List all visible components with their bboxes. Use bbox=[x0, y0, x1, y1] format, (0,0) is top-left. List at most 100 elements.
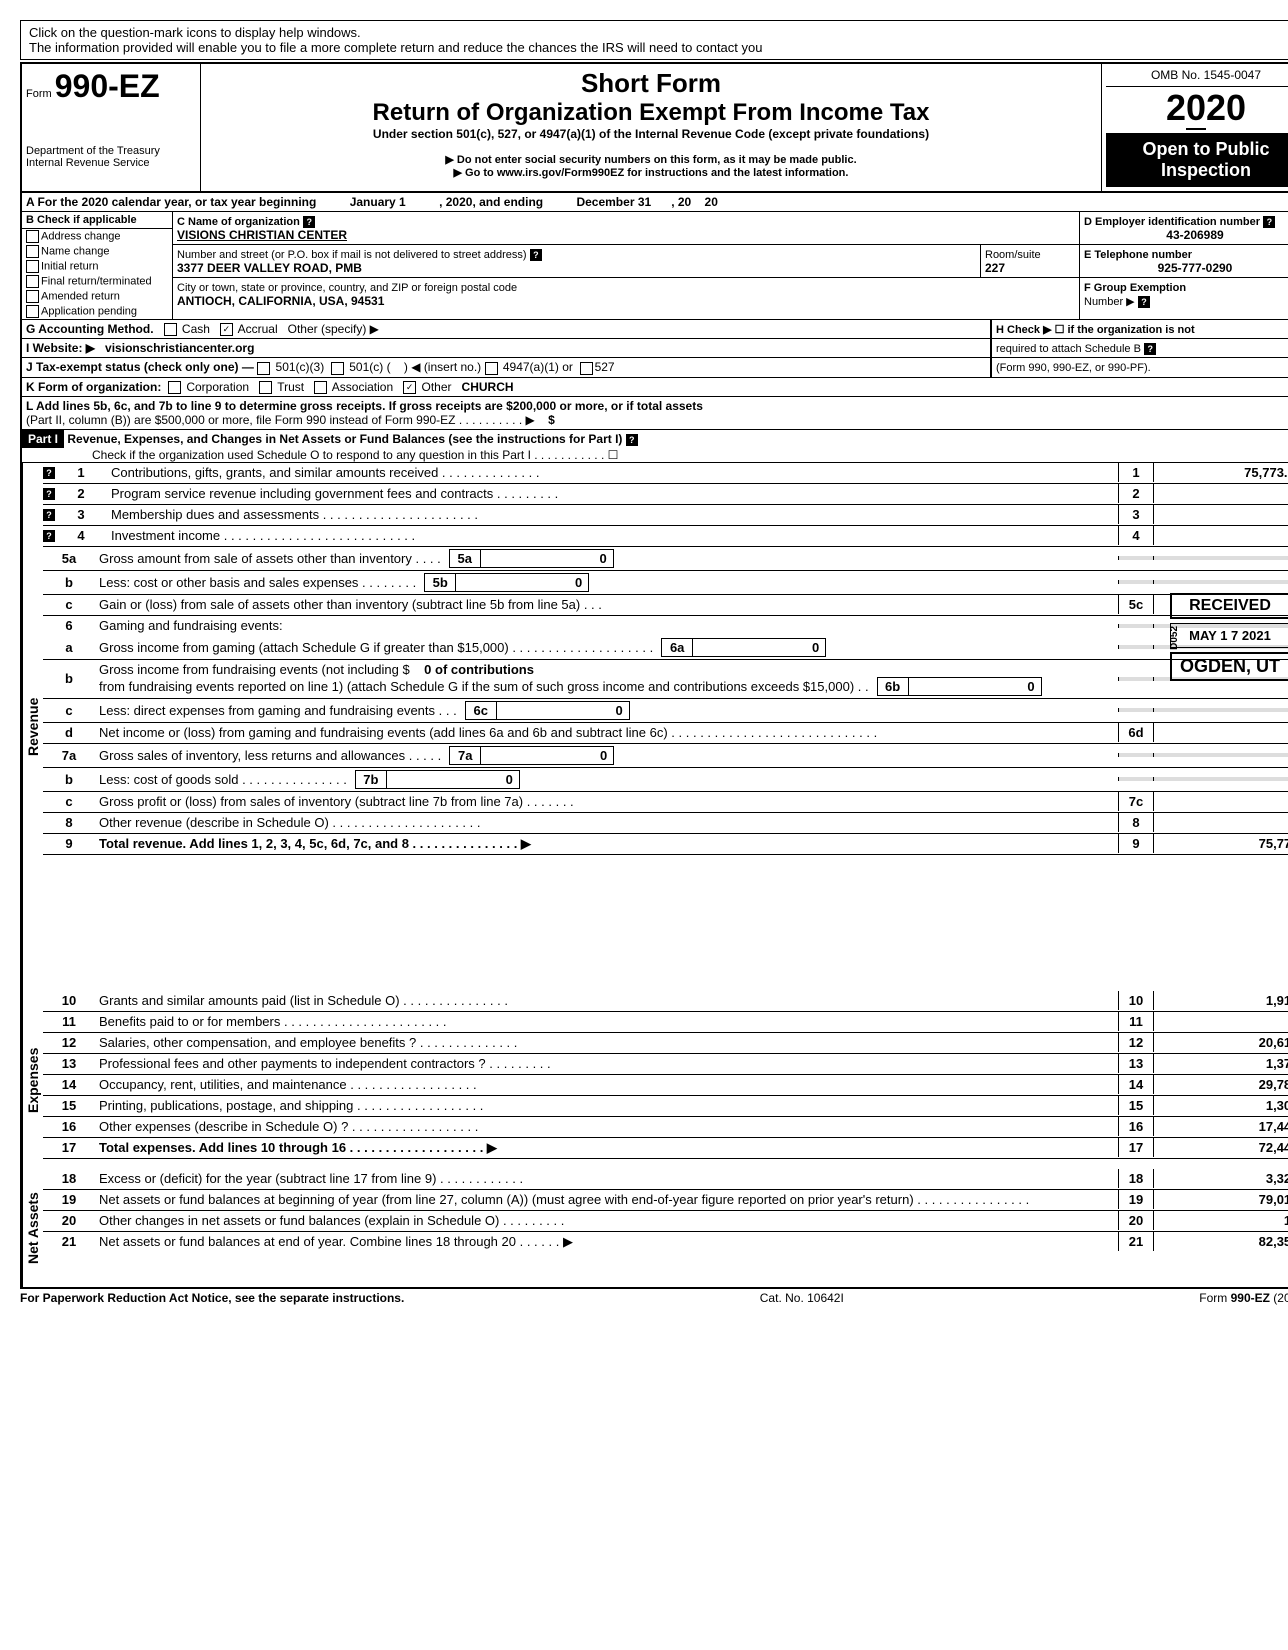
help-icon[interactable]: ? bbox=[43, 530, 55, 542]
goto-link: ▶ Go to www.irs.gov/Form990EZ for instru… bbox=[205, 166, 1097, 179]
period-end-month: December 31 bbox=[576, 195, 651, 209]
line-11-value: 0 bbox=[1154, 1012, 1288, 1031]
telephone: 925-777-0290 bbox=[1084, 261, 1288, 275]
period-end-year: 20 bbox=[705, 195, 718, 209]
line-14-value: 29,783. bbox=[1154, 1075, 1288, 1094]
period-begin: January 1 bbox=[350, 195, 406, 209]
name-change-checkbox[interactable] bbox=[26, 245, 39, 258]
addr-label: Number and street (or P.O. box if mail i… bbox=[177, 249, 527, 261]
help-icon[interactable]: ? bbox=[1138, 296, 1150, 308]
assoc-checkbox[interactable] bbox=[314, 381, 327, 394]
section-l-line2: (Part II, column (B)) are $500,000 or mo… bbox=[26, 413, 535, 427]
room-suite: 227 bbox=[985, 261, 1005, 275]
section-g-label: G Accounting Method. bbox=[26, 322, 154, 336]
cash-checkbox[interactable] bbox=[164, 323, 177, 336]
addr-change-checkbox[interactable] bbox=[26, 230, 39, 243]
gross-receipts-row: L Add lines 5b, 6c, and 7b to line 9 to … bbox=[22, 397, 1288, 430]
line-15-value: 1,308. bbox=[1154, 1096, 1288, 1115]
501c-checkbox[interactable] bbox=[331, 362, 344, 375]
help-icon[interactable]: ? bbox=[1263, 216, 1275, 228]
line-13-value: 1,378. bbox=[1154, 1054, 1288, 1073]
ssn-warning: ▶ Do not enter social security numbers o… bbox=[205, 153, 1097, 166]
d052-label: D052 bbox=[1169, 626, 1180, 650]
section-l-amount: $ bbox=[548, 413, 555, 427]
header-right: OMB No. 1545-0047 2020 Open to Public In… bbox=[1101, 64, 1288, 191]
accrual-checkbox[interactable]: ✓ bbox=[220, 323, 233, 336]
form-header: Form 990-EZ Department of the Treasury I… bbox=[22, 64, 1288, 193]
501c3-checkbox[interactable] bbox=[257, 362, 270, 375]
help-icon[interactable]: ? bbox=[530, 249, 542, 261]
city-state-zip: ANTIOCH, CALIFORNIA, USA, 94531 bbox=[177, 294, 384, 308]
expenses-label: Expenses bbox=[22, 991, 43, 1169]
line-6d-value: 0 bbox=[1154, 723, 1288, 742]
period-end-prefix: , 20 bbox=[671, 195, 691, 209]
footer-left: For Paperwork Reduction Act Notice, see … bbox=[20, 1291, 404, 1305]
section-d-label: D Employer identification number bbox=[1084, 216, 1260, 228]
section-l-line1: L Add lines 5b, 6c, and 7b to line 9 to … bbox=[26, 399, 703, 413]
info-block: B Check if applicable Address change Nam… bbox=[22, 212, 1288, 320]
line-12-value: 20,618. bbox=[1154, 1033, 1288, 1052]
final-checkbox[interactable] bbox=[26, 275, 39, 288]
line-7c-value: 0 bbox=[1154, 792, 1288, 811]
room-label: Room/suite bbox=[985, 249, 1041, 261]
section-h-label: H Check ▶ ☐ if the organization is not bbox=[996, 324, 1195, 336]
initial-checkbox[interactable] bbox=[26, 260, 39, 273]
form-org-row: K Form of organization: Corporation Trus… bbox=[22, 378, 1288, 397]
help-icon[interactable]: ? bbox=[1144, 343, 1156, 355]
section-e-label: E Telephone number bbox=[1084, 249, 1192, 261]
form-number: 990-EZ bbox=[55, 68, 160, 104]
org-name: VISIONS CHRISTIAN CENTER bbox=[177, 228, 347, 242]
help-icon[interactable]: ? bbox=[43, 488, 55, 500]
section-c-label: C Name of organization bbox=[177, 216, 300, 228]
4947-checkbox[interactable] bbox=[485, 362, 498, 375]
help-icon[interactable]: ? bbox=[626, 434, 638, 446]
line-9-value: 75,773. bbox=[1154, 834, 1288, 853]
help-icon[interactable]: ? bbox=[43, 467, 55, 479]
corp-checkbox[interactable] bbox=[168, 381, 181, 394]
527-checkbox[interactable] bbox=[580, 362, 593, 375]
help-banner: Click on the question-mark icons to disp… bbox=[20, 20, 1288, 60]
line-2-value: 0 bbox=[1154, 484, 1288, 503]
tax-year: 2020 bbox=[1106, 87, 1288, 129]
period-mid: , 2020, and ending bbox=[439, 195, 543, 209]
section-h-line3: (Form 990, 990-EZ, or 990-PF). bbox=[996, 362, 1151, 374]
section-j-label: J Tax-exempt status (check only one) — bbox=[26, 360, 254, 374]
amended-checkbox[interactable] bbox=[26, 290, 39, 303]
street-address: 3377 DEER VALLEY ROAD, PMB bbox=[177, 261, 362, 275]
header-left: Form 990-EZ Department of the Treasury I… bbox=[22, 64, 201, 191]
footer-center: Cat. No. 10642I bbox=[760, 1291, 844, 1305]
form-990ez: Form 990-EZ Department of the Treasury I… bbox=[20, 62, 1288, 1289]
line-1-value: 75,773.00 bbox=[1154, 463, 1288, 482]
form-prefix: Form bbox=[26, 88, 52, 100]
part1-label: Part I bbox=[22, 430, 64, 448]
expenses-section: Expenses 10Grants and similar amounts pa… bbox=[22, 991, 1288, 1169]
revenue-label: Revenue bbox=[22, 463, 43, 991]
received-date: MAY 1 7 2021 bbox=[1189, 628, 1271, 643]
help-icon[interactable]: ? bbox=[303, 216, 315, 228]
ein: 43-206989 bbox=[1084, 228, 1288, 242]
line-16-value: 17,446. bbox=[1154, 1117, 1288, 1136]
part1-check-o: Check if the organization used Schedule … bbox=[22, 448, 618, 462]
received-stamp: RECEIVED bbox=[1170, 593, 1288, 619]
form-footer: For Paperwork Reduction Act Notice, see … bbox=[20, 1289, 1288, 1305]
revenue-section: Revenue ?1Contributions, gifts, grants, … bbox=[22, 463, 1288, 991]
header-center: Short Form Return of Organization Exempt… bbox=[201, 64, 1101, 191]
website: visionschristiancenter.org bbox=[105, 341, 254, 355]
section-i-label: I Website: ▶ bbox=[26, 341, 95, 355]
accounting-row: G Accounting Method. Cash ✓ Accrual Othe… bbox=[22, 320, 1288, 339]
dept-treasury: Department of the Treasury bbox=[26, 145, 196, 157]
trust-checkbox[interactable] bbox=[259, 381, 272, 394]
help-icon[interactable]: ? bbox=[43, 509, 55, 521]
period-label: A For the 2020 calendar year, or tax yea… bbox=[26, 195, 316, 209]
pending-checkbox[interactable] bbox=[26, 305, 39, 318]
irs-label: Internal Revenue Service bbox=[26, 157, 196, 169]
line-18-value: 3,328. bbox=[1154, 1169, 1288, 1188]
footer-right: Form 990-EZ (2020) bbox=[1199, 1291, 1288, 1305]
section-k-label: K Form of organization: bbox=[26, 380, 161, 394]
line-19-value: 79,014. bbox=[1154, 1190, 1288, 1209]
other-org-checkbox[interactable]: ✓ bbox=[403, 381, 416, 394]
line-20-value: 13. bbox=[1154, 1211, 1288, 1230]
short-form-title: Short Form bbox=[205, 68, 1097, 99]
line-21-value: 82,355. bbox=[1154, 1232, 1288, 1251]
section-b-label: B Check if applicable bbox=[22, 212, 172, 229]
